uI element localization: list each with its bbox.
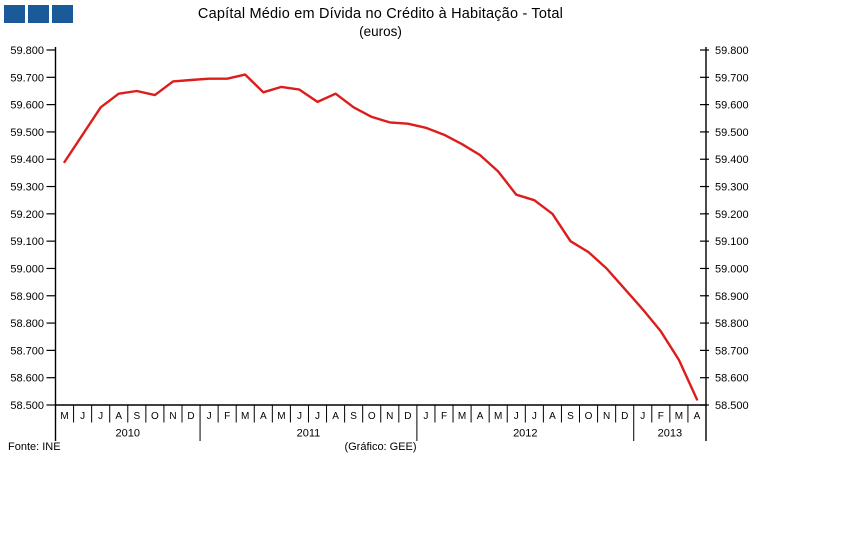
month-label: A	[260, 411, 267, 422]
month-label: J	[514, 411, 519, 422]
month-label: J	[297, 411, 302, 422]
y-tick-label-right: 59.000	[715, 263, 749, 275]
y-tick-label-left: 59.200	[10, 209, 44, 221]
month-label: N	[386, 411, 393, 422]
month-label: J	[80, 411, 85, 422]
month-label: S	[350, 411, 357, 422]
y-tick-label-left: 59.000	[10, 263, 44, 275]
month-label: N	[603, 411, 610, 422]
y-tick-label-left: 59.400	[10, 154, 44, 166]
month-label: M	[60, 411, 68, 422]
y-tick-label-right: 59.700	[715, 72, 749, 84]
y-tick-label-left: 59.800	[10, 45, 44, 57]
y-tick-label-right: 59.600	[715, 100, 749, 112]
y-tick-label-right: 58.900	[715, 291, 749, 303]
logo	[4, 5, 73, 23]
year-label: 2012	[513, 428, 537, 440]
y-tick-label-right: 59.800	[715, 45, 749, 57]
data-line	[63, 73, 699, 401]
y-tick-label-right: 58.700	[715, 345, 749, 357]
y-tick-label-left: 59.500	[10, 127, 44, 139]
month-label: O	[585, 411, 593, 422]
year-label: 2011	[297, 428, 321, 440]
month-label: D	[187, 411, 194, 422]
footer-credit: (Gráfico: GEE)	[344, 441, 417, 453]
month-label: F	[224, 411, 230, 422]
month-label: J	[423, 411, 428, 422]
month-label: M	[494, 411, 502, 422]
month-label: M	[675, 411, 683, 422]
month-label: A	[115, 411, 122, 422]
month-label: M	[277, 411, 285, 422]
month-label: F	[441, 411, 447, 422]
y-tick-label-left: 59.700	[10, 72, 44, 84]
y-tick-label-right: 59.200	[715, 209, 749, 221]
month-label: M	[458, 411, 466, 422]
y-tick-label-right: 58.500	[715, 400, 749, 412]
logo-square	[52, 5, 73, 23]
month-label: J	[532, 411, 537, 422]
month-label: F	[658, 411, 664, 422]
chart-subtitle: (euros)	[359, 24, 402, 39]
y-tick-label-right: 59.400	[715, 154, 749, 166]
y-tick-label-right: 59.100	[715, 236, 749, 248]
footer-source: Fonte: INE	[8, 441, 61, 453]
y-tick-label-left: 58.600	[10, 373, 44, 385]
y-tick-label-right: 58.600	[715, 373, 749, 385]
month-label: O	[368, 411, 376, 422]
month-label: M	[241, 411, 249, 422]
y-tick-label-left: 58.700	[10, 345, 44, 357]
month-label: J	[640, 411, 645, 422]
y-tick-label-left: 59.300	[10, 182, 44, 194]
chart-title: Capítal Médio em Dívida no Crédito à Hab…	[197, 6, 564, 22]
month-label: A	[332, 411, 339, 422]
month-label: J	[207, 411, 212, 422]
month-label: J	[98, 411, 103, 422]
month-label: J	[315, 411, 320, 422]
y-tick-label-left: 59.100	[10, 236, 44, 248]
month-label: S	[133, 411, 140, 422]
y-tick-label-right: 59.500	[715, 127, 749, 139]
title-block: Capítal Médio em Dívida no Crédito à Hab…	[55, 5, 706, 40]
year-label: 2010	[116, 428, 140, 440]
month-label: N	[169, 411, 176, 422]
y-tick-label-left: 58.500	[10, 400, 44, 412]
month-label: A	[477, 411, 484, 422]
year-label: 2013	[658, 428, 682, 440]
y-tick-label-left: 59.600	[10, 100, 44, 112]
month-label: D	[404, 411, 411, 422]
month-label: D	[621, 411, 628, 422]
y-tick-label-right: 59.300	[715, 182, 749, 194]
logo-square	[4, 5, 25, 23]
month-label: O	[151, 411, 159, 422]
month-label: A	[694, 411, 701, 422]
y-tick-label-left: 58.900	[10, 291, 44, 303]
y-tick-label-left: 58.800	[10, 318, 44, 330]
logo-square	[28, 5, 49, 23]
month-label: A	[549, 411, 556, 422]
month-label: S	[567, 411, 574, 422]
y-tick-label-right: 58.800	[715, 318, 749, 330]
